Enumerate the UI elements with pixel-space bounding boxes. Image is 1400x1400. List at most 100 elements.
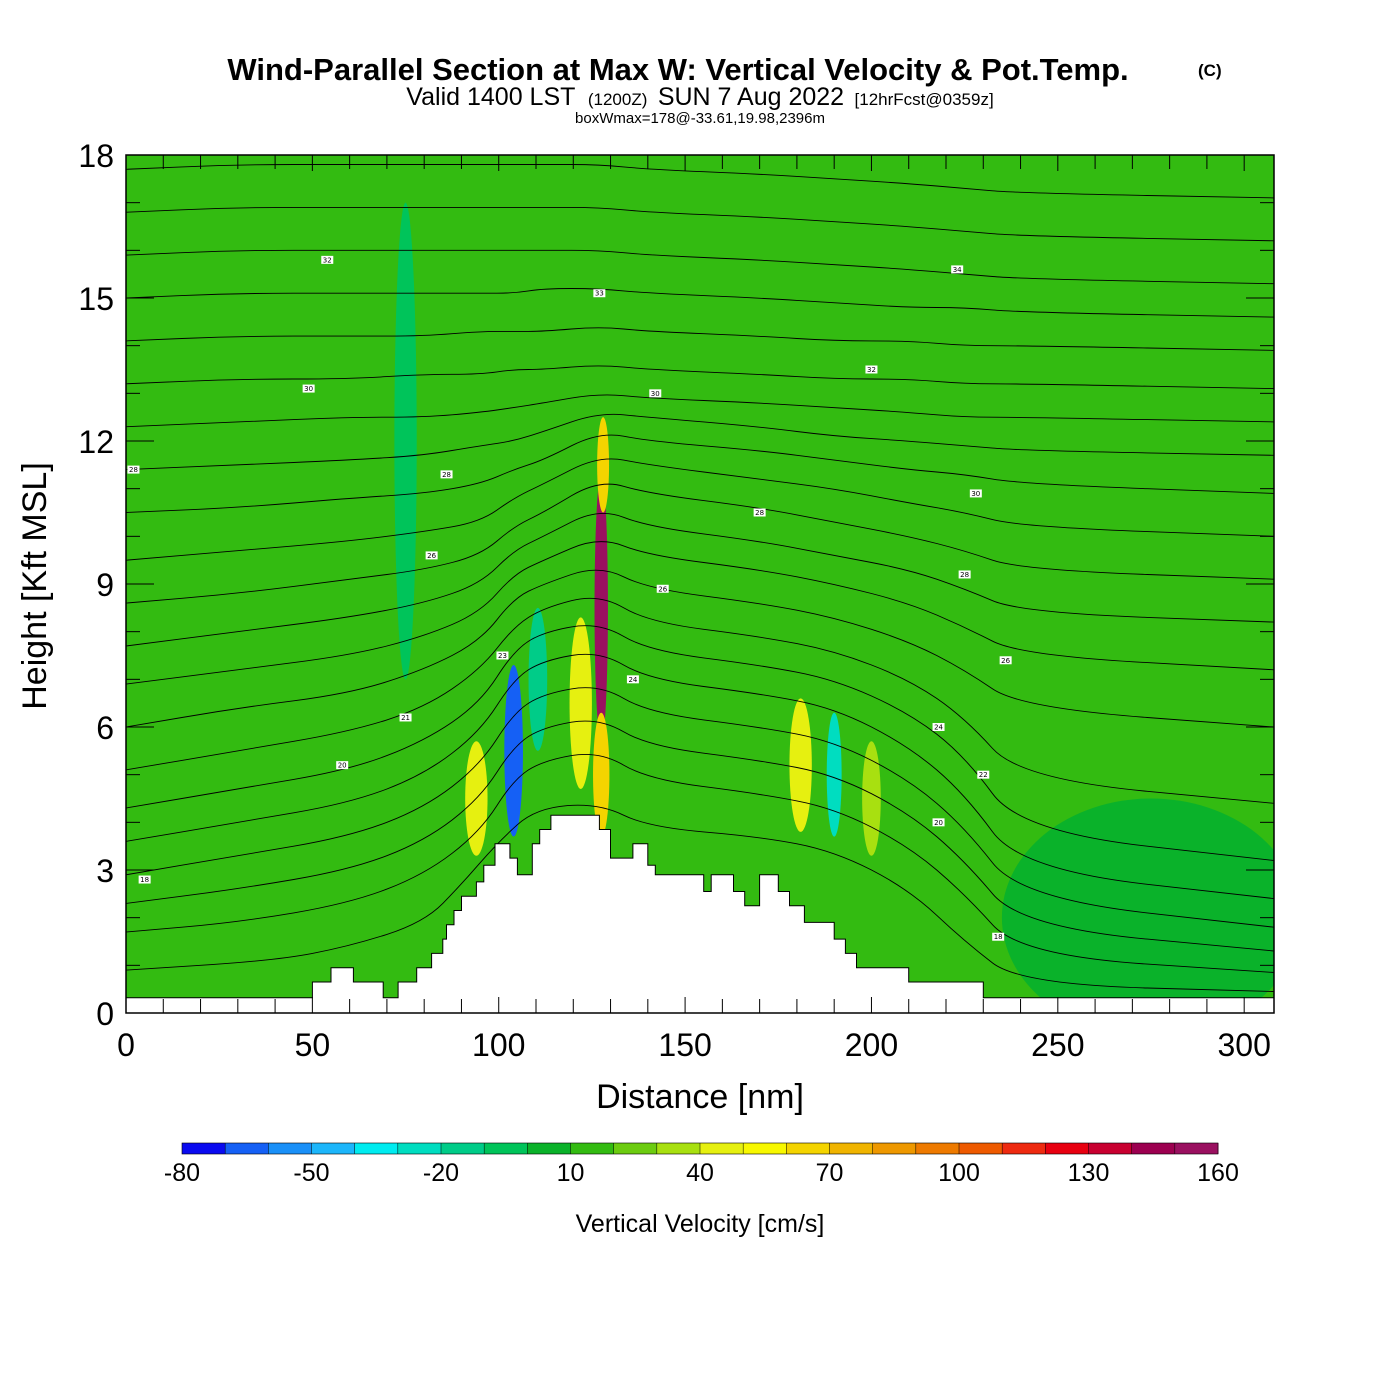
isentrope-label-text: 32 [323, 256, 332, 264]
isentrope-label-text: 30 [651, 390, 660, 398]
isentrope-label-15: 34 [951, 265, 964, 274]
isentrope-label-7: 32 [321, 255, 334, 264]
isentrope-label-text: 30 [304, 385, 313, 393]
colorbar-tick-label: 130 [1068, 1159, 1110, 1187]
y-tick-label: 15 [78, 281, 114, 317]
colorbar-tick-label: 40 [686, 1159, 714, 1187]
colorbar-label: Vertical Velocity [cm/s] [576, 1210, 825, 1238]
colorbar-tick-label: -80 [164, 1159, 200, 1187]
chart-subtitle-2: boxWmax=178@-33.61,19.98,2396m [575, 110, 825, 127]
colorbar-segment [613, 1143, 658, 1154]
isentrope-6 [126, 597, 1274, 804]
colorbar-segment [872, 1143, 917, 1154]
isentrope-1 [126, 753, 1274, 973]
isentrope-15 [126, 365, 1274, 390]
isentrope-label-text: 26 [427, 552, 436, 560]
colorbar-segment [570, 1143, 615, 1154]
x-tick-label: 0 [117, 1027, 135, 1063]
isentrope-labels: 18 20 21 26 28 28 30 32 23 33 30 24 26 28 32 34 30 28 26 24… [127, 255, 1012, 941]
x-axis: 0 50 100 150 200 250 300 [117, 155, 1271, 1063]
isentrope-label-8: 23 [496, 651, 509, 660]
isentrope-14 [126, 394, 1274, 428]
y-axis-label: Height [Kft MSL] [16, 462, 54, 710]
velocity-features [394, 202, 1274, 1013]
plot-area: 18 20 21 26 28 28 30 32 23 33 30 24 26 28 32 34 30 28 26 24… [126, 155, 1274, 1013]
y-tick-label: 0 [96, 996, 114, 1032]
colorbar-segment [397, 1143, 442, 1154]
isentrope-label-1: 20 [336, 761, 349, 770]
colorbar-tick-label: 70 [816, 1159, 844, 1187]
colorbar-segment [441, 1143, 485, 1154]
isentrope-label-text: 22 [979, 771, 988, 779]
colorbar-tick-label: 160 [1197, 1159, 1239, 1187]
x-tick-label: 100 [472, 1027, 525, 1063]
isentrope-lines [126, 164, 1274, 992]
colorbar-segment [484, 1143, 528, 1154]
isentrope-label-text: 32 [867, 366, 876, 374]
velocity-feature-low-level-right [1001, 798, 1274, 1013]
chart-subtitle: Valid 1400 LST (1200Z) SUN 7 Aug 2022 [1… [406, 83, 993, 111]
x-tick-label: 150 [658, 1027, 711, 1063]
velocity-feature-sink-c [826, 712, 842, 837]
isentrope-label-19: 24 [932, 723, 945, 732]
colorbar-segment [786, 1143, 830, 1154]
y-tick-label: 9 [96, 567, 114, 603]
velocity-feature-sink-b [394, 202, 417, 680]
isentrope-0 [126, 804, 1274, 992]
colorbar-tick-label: -20 [423, 1159, 459, 1187]
y-tick-label: 6 [96, 710, 114, 746]
subtitle-zulu: (1200Z) [588, 90, 648, 109]
colorbar-tick-label: 100 [938, 1159, 980, 1187]
isentrope-9 [126, 513, 1274, 647]
isentrope-label-text: 18 [994, 933, 1003, 941]
isentrope-19 [126, 206, 1274, 242]
colorbar-segment [1088, 1143, 1133, 1154]
colorbar-segment [1174, 1143, 1219, 1154]
isentrope-label-2: 21 [399, 713, 412, 722]
isentrope-label-text: 24 [934, 724, 943, 732]
subtitle-forecast: [12hrFcst@0359z] [855, 90, 994, 109]
colorbar-segment [354, 1143, 399, 1154]
x-tick-label: 200 [845, 1027, 898, 1063]
colorbar-tick-label: -50 [293, 1159, 329, 1187]
colorbar-segment [743, 1143, 787, 1154]
isentrope-label-6: 30 [302, 384, 315, 393]
colorbar-segment [1002, 1143, 1046, 1154]
isentrope-label-text: 20 [934, 819, 943, 827]
isentrope-label-text: 18 [140, 876, 149, 884]
velocity-feature-sink-a [528, 607, 548, 751]
isentrope-10 [126, 483, 1274, 604]
isentrope-label-18: 26 [999, 656, 1012, 665]
isentrope-17 [126, 288, 1274, 318]
isentrope-label-16: 30 [969, 489, 982, 498]
isentrope-label-text: 28 [129, 466, 138, 474]
y-axis: 0 3 6 9 12 15 18 [78, 138, 1274, 1032]
isentrope-label-text: 21 [401, 714, 410, 722]
isentrope-16 [126, 327, 1274, 351]
colorbar-segment [1045, 1143, 1089, 1154]
copyright-mark: (C) [1198, 61, 1222, 80]
isentrope-5 [126, 625, 1274, 861]
colorbar: -80 -50 -20 10 40 70 100 130 160 [164, 1142, 1239, 1187]
isentrope-18 [126, 249, 1274, 285]
x-tick-label: 50 [295, 1027, 331, 1063]
colorbar-segment [268, 1143, 312, 1154]
isentrope-8 [126, 541, 1274, 685]
velocity-feature-updraft-upper [597, 417, 610, 513]
colorbar-segment [1131, 1143, 1176, 1154]
isentrope-label-5: 28 [127, 465, 140, 474]
colorbar-segment [829, 1143, 874, 1154]
colorbar-segment [182, 1143, 226, 1154]
x-tick-label: 300 [1217, 1027, 1270, 1063]
isentrope-label-13: 28 [753, 508, 766, 517]
colorbar-segment [959, 1143, 1003, 1154]
velocity-feature-rise-mid [569, 617, 592, 789]
x-tick-label: 250 [1031, 1027, 1084, 1063]
x-axis-label: Distance [nm] [596, 1078, 804, 1116]
isentrope-label-3: 26 [425, 551, 438, 560]
isentrope-20 [126, 164, 1274, 199]
subtitle-date: SUN 7 Aug 2022 [658, 83, 844, 111]
isentrope-label-22: 18 [992, 932, 1005, 941]
isentrope-label-text: 28 [755, 509, 764, 517]
isentrope-label-4: 28 [440, 470, 453, 479]
